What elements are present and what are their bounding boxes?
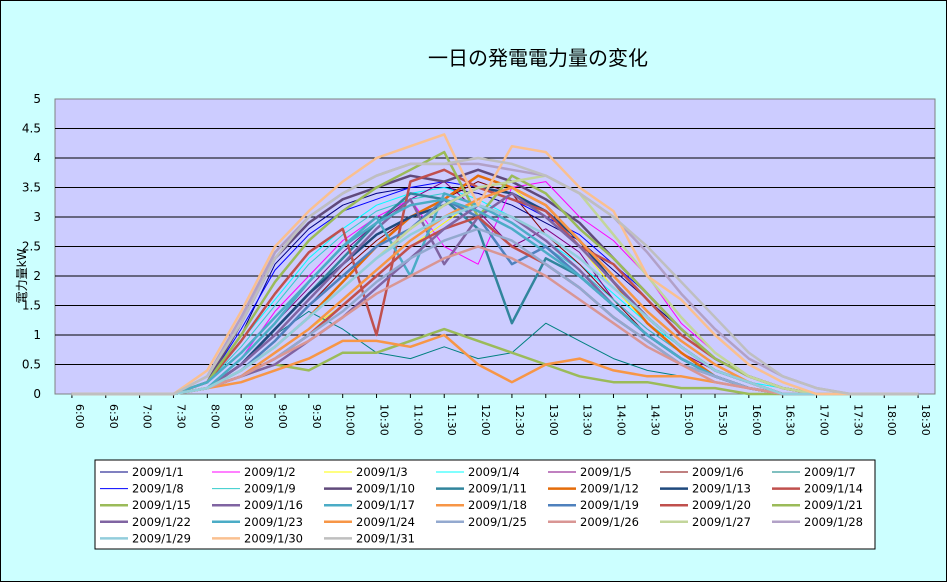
legend-label: 2009/1/16	[244, 498, 303, 512]
x-tick-label: 11:30	[445, 404, 458, 436]
x-tick-label: 13:00	[547, 404, 560, 436]
legend-label: 2009/1/17	[356, 498, 415, 512]
x-tick-label: 18:00	[885, 404, 898, 436]
legend-label: 2009/1/13	[692, 482, 751, 496]
x-tick-label: 15:00	[682, 404, 695, 436]
y-tick-label: 0.5	[22, 358, 41, 372]
legend-label: 2009/1/27	[692, 515, 751, 529]
legend-label: 2009/1/6	[692, 465, 744, 479]
x-tick-label: 12:00	[479, 404, 492, 436]
legend-label: 2009/1/12	[580, 482, 639, 496]
legend-label: 2009/1/21	[804, 498, 863, 512]
y-tick-label: 5	[33, 92, 41, 106]
x-tick-label: 8:30	[242, 404, 255, 429]
x-tick-label: 11:00	[411, 404, 424, 436]
y-axis-label: 電力量kW	[15, 248, 29, 303]
legend-label: 2009/1/9	[244, 482, 296, 496]
gridlines	[55, 128, 935, 365]
x-tick-label: 18:30	[919, 404, 932, 436]
x-tick-label: 9:00	[276, 404, 289, 429]
y-tick-label: 2	[33, 269, 41, 283]
legend-label: 2009/1/20	[692, 498, 751, 512]
legend-label: 2009/1/1	[132, 465, 184, 479]
x-tick-label: 16:30	[784, 404, 797, 436]
legend-label: 2009/1/28	[804, 515, 863, 529]
x-tick-label: 7:30	[174, 404, 187, 429]
legend-label: 2009/1/29	[132, 531, 191, 545]
legend-label: 2009/1/14	[804, 482, 863, 496]
legend-label: 2009/1/19	[580, 498, 639, 512]
legend-label: 2009/1/3	[356, 465, 408, 479]
y-tick-label: 4.5	[22, 122, 41, 136]
legend-entries: 2009/1/1 2009/1/2 2009/1/3 2009/1/4 2009/1/5…	[100, 465, 863, 545]
y-tick-label: 2.5	[22, 240, 41, 254]
legend-label: 2009/1/15	[132, 498, 191, 512]
legend-label: 2009/1/4	[468, 465, 520, 479]
x-tick-label: 17:30	[851, 404, 864, 436]
y-tick-label: 1.5	[22, 299, 41, 313]
legend-label: 2009/1/18	[468, 498, 527, 512]
series-line-2009/1/31	[71, 156, 919, 396]
x-tick-label: 8:00	[208, 404, 221, 429]
y-tick-label: 3	[33, 210, 41, 224]
chart-title: 一日の発電電力量の変化	[428, 46, 648, 70]
series-lines	[71, 133, 919, 396]
x-tick-label: 15:30	[716, 404, 729, 436]
y-tick-label: 0	[33, 387, 41, 401]
legend-label: 2009/1/26	[580, 515, 639, 529]
x-tick-label: 9:30	[310, 404, 323, 429]
legend-label: 2009/1/5	[580, 465, 632, 479]
legend-label: 2009/1/7	[804, 465, 856, 479]
x-tick-label: 10:00	[344, 404, 357, 436]
legend-label: 2009/1/23	[244, 515, 303, 529]
series-line-2009/1/30	[71, 133, 919, 396]
x-tick-label: 7:00	[141, 404, 154, 429]
x-tick-label: 17:00	[818, 404, 831, 436]
legend-label: 2009/1/22	[132, 515, 191, 529]
x-tick-label: 6:30	[107, 404, 120, 429]
x-tick-label: 14:30	[648, 404, 661, 436]
legend-label: 2009/1/25	[468, 515, 527, 529]
x-tick-label: 14:00	[614, 404, 627, 436]
y-tick-label: 3.5	[22, 181, 41, 195]
y-tick-label: 1	[33, 328, 41, 342]
x-tick-label: 12:30	[513, 404, 526, 436]
legend-label: 2009/1/30	[244, 531, 303, 545]
legend-label: 2009/1/31	[356, 531, 415, 545]
legend-label: 2009/1/24	[356, 515, 415, 529]
legend-label: 2009/1/8	[132, 482, 184, 496]
legend-label: 2009/1/11	[468, 482, 527, 496]
x-tick-label: 13:30	[581, 404, 594, 436]
x-tick-label: 16:00	[750, 404, 763, 436]
y-axis-ticks: 0 0.5 1 1.5 2 2.5 3 3.5 4 4.5 5	[22, 92, 41, 401]
x-tick-label: 6:00	[73, 404, 86, 429]
y-tick-label: 4	[33, 151, 41, 165]
series-line-2009/1/29	[71, 203, 919, 396]
legend-label: 2009/1/2	[244, 465, 296, 479]
x-tick-label: 10:30	[378, 404, 391, 436]
x-axis-ticks: 6:00 6:30 7:00 7:30 8:00 8:30 9:00 9:30 10:00 10:…	[71, 394, 932, 436]
legend-label: 2009/1/10	[356, 482, 415, 496]
